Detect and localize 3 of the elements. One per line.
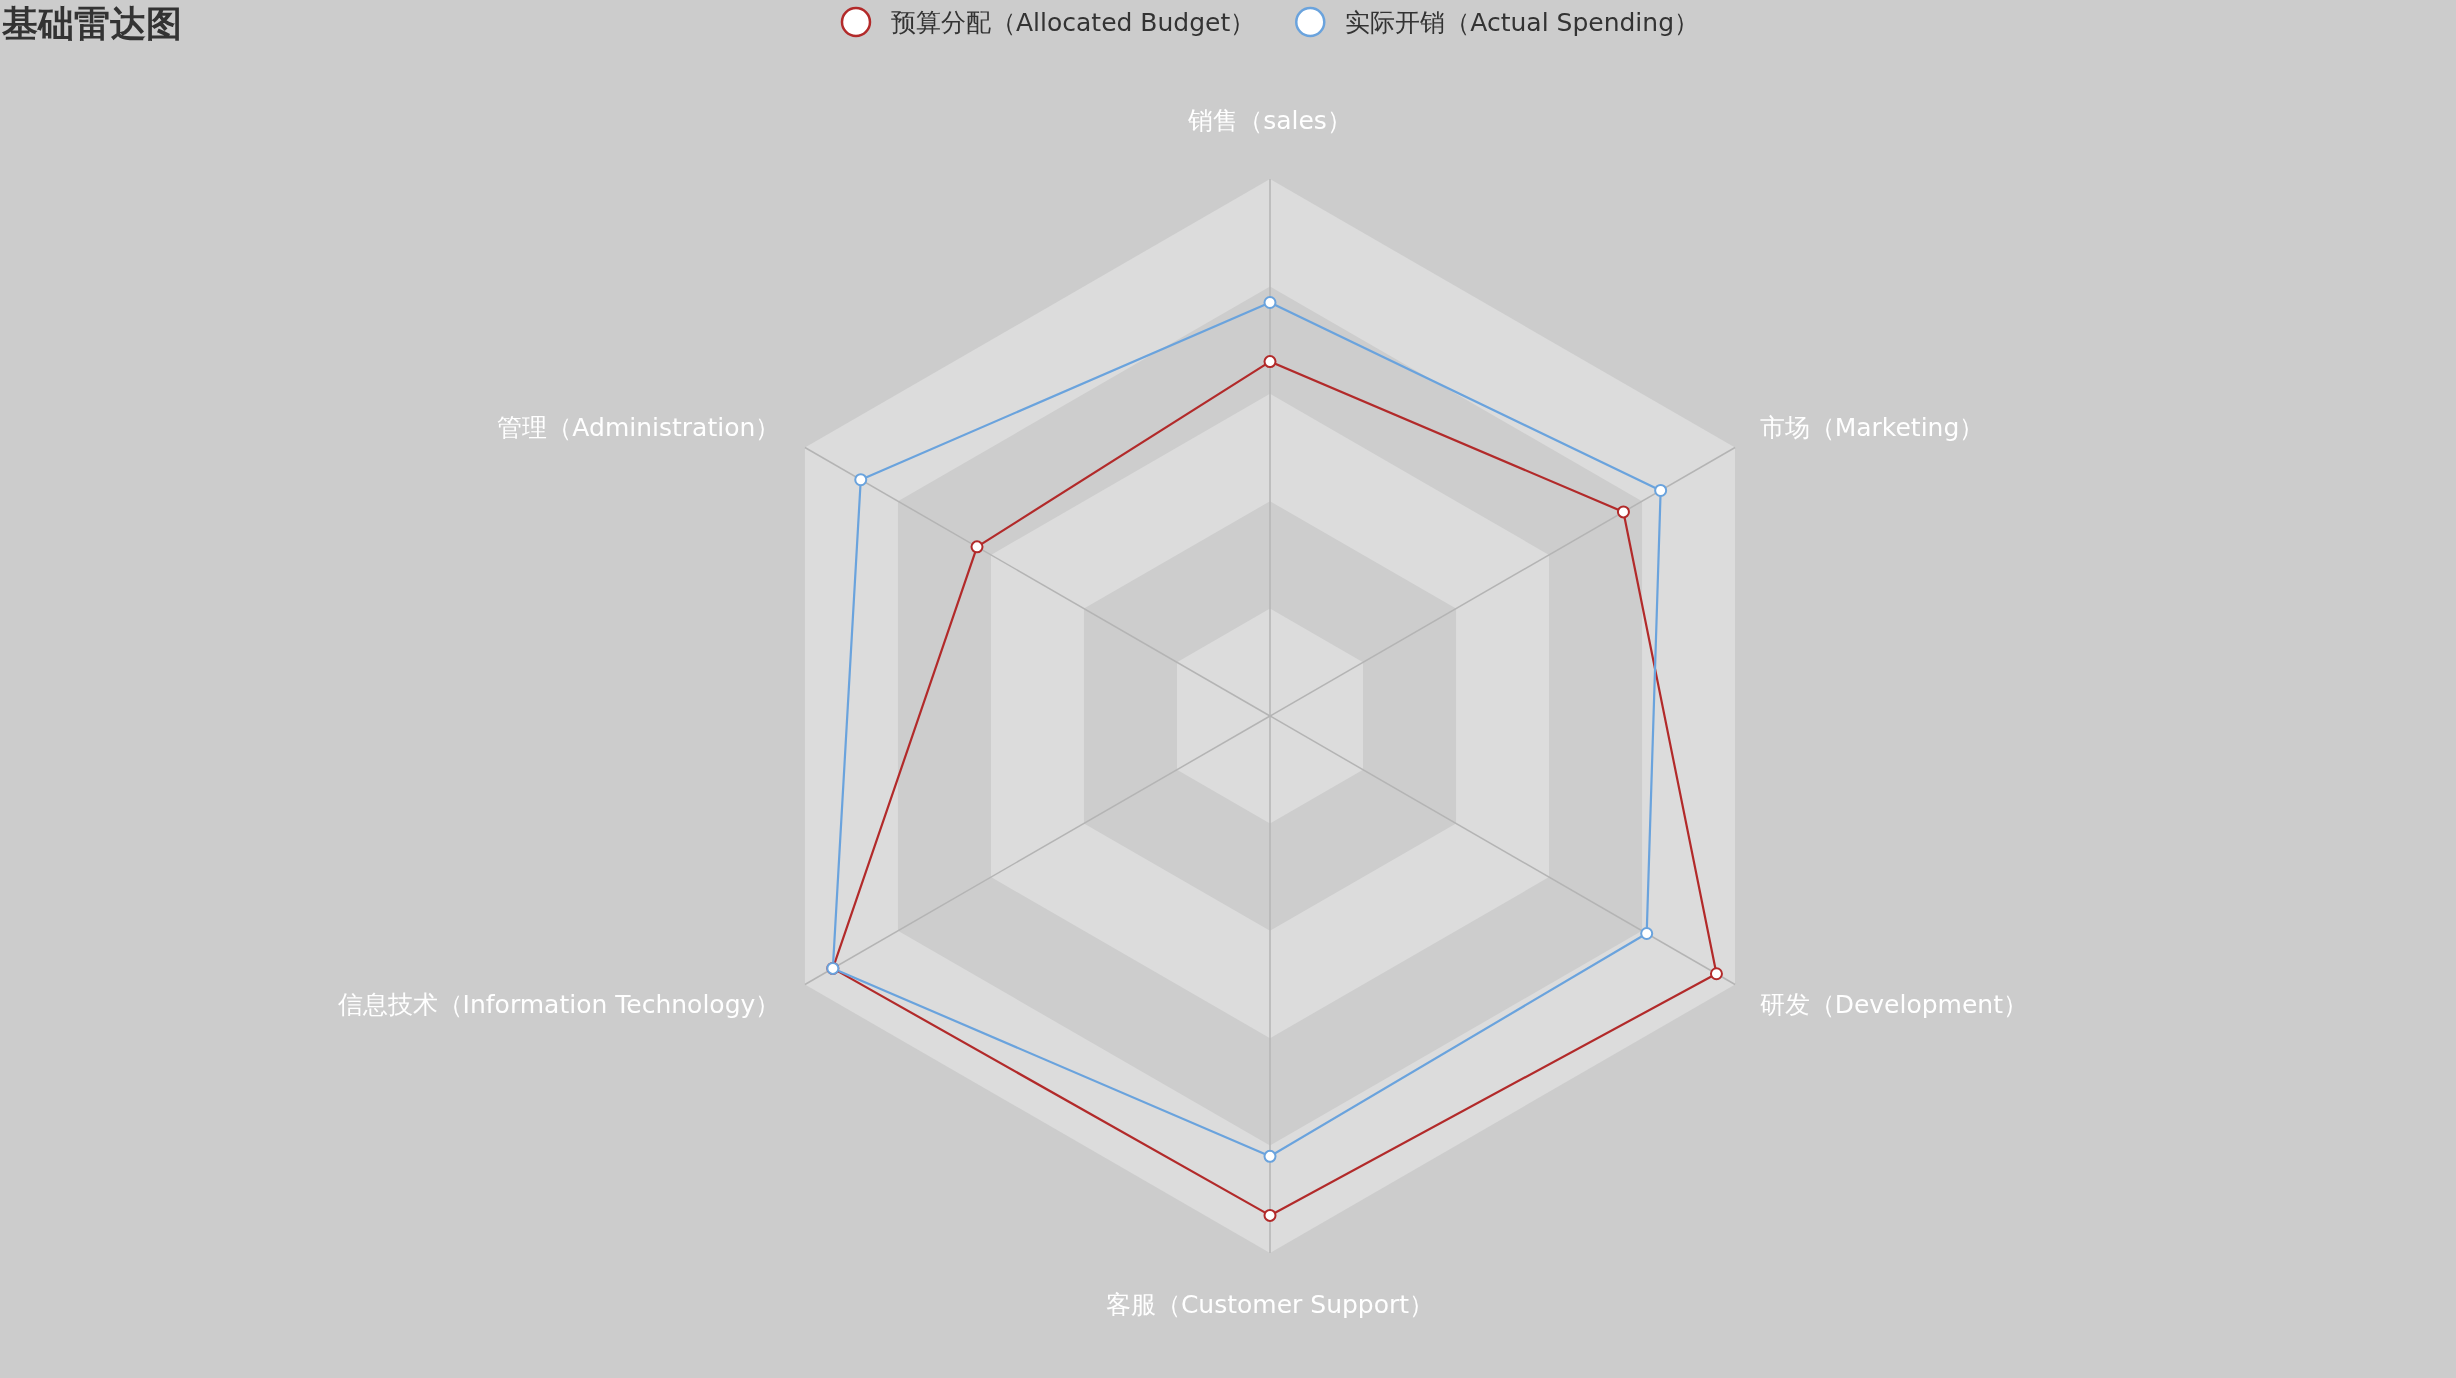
legend-label: 预算分配（Allocated Budget） <box>890 8 1256 37</box>
chart-title: 基础雷达图 <box>1 3 182 44</box>
legend-label: 实际开销（Actual Spending） <box>1345 8 1700 37</box>
